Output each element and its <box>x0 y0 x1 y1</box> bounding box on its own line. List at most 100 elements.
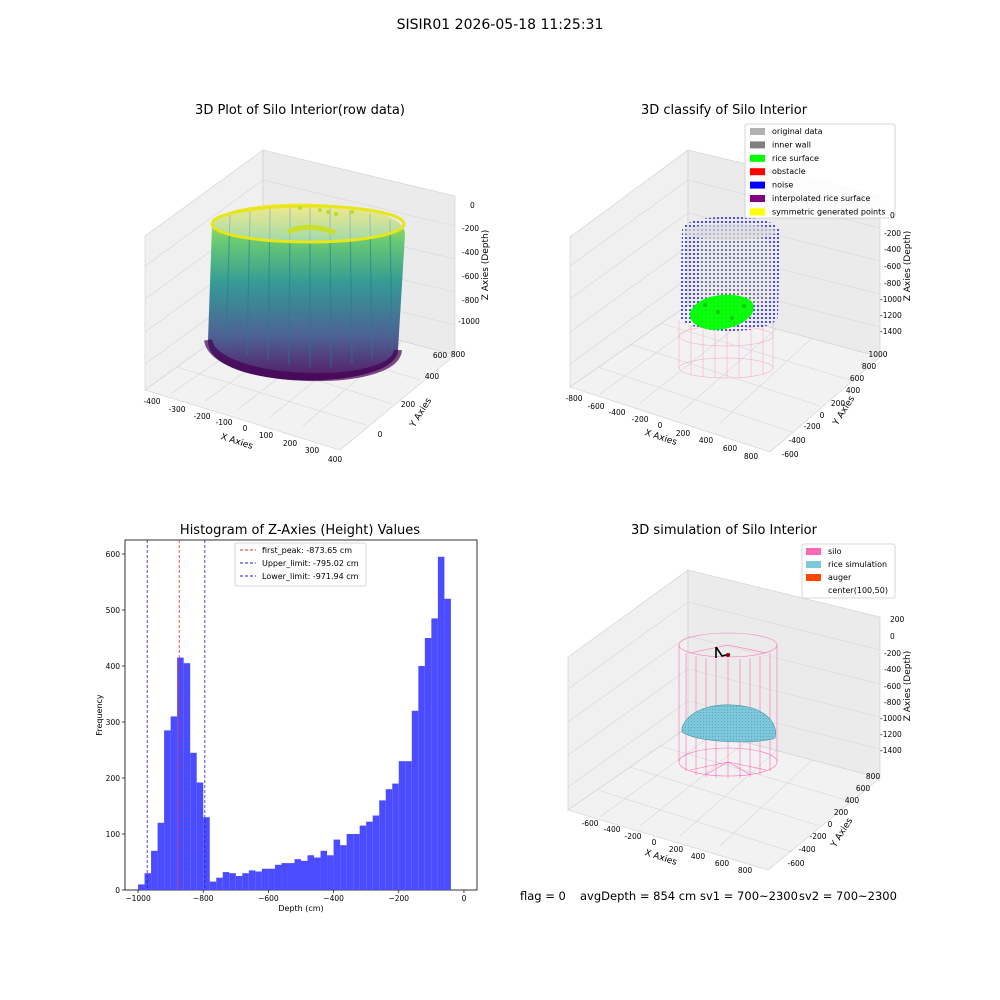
panel2-legend-label: original data <box>772 127 823 136</box>
panel2-inner-wall-points <box>700 232 772 306</box>
panel4-y-tick: 800 <box>866 772 881 781</box>
panel4-x-tick: -600 <box>581 819 598 828</box>
panel4-legend-label: rice simulation <box>828 560 887 569</box>
panel4-z-tick: 200 <box>890 615 905 624</box>
histogram-bar <box>144 873 152 890</box>
panel1-z-tick: -400 <box>462 248 479 257</box>
panel2-y-tick: -200 <box>803 422 820 431</box>
histogram-ylabel: Frequency <box>95 694 104 736</box>
histogram-bar <box>327 855 334 890</box>
histogram-bar <box>424 638 432 890</box>
panel2-3d-axes: original data inner wall rice surface obsta… <box>565 123 913 461</box>
histogram-bar <box>261 868 269 890</box>
histogram-title: Histogram of Z-Axies (Height) Values <box>179 523 421 538</box>
panel2-x-tick: 600 <box>723 444 738 453</box>
histogram-bar <box>353 834 360 890</box>
panel1-top-rim <box>210 204 406 244</box>
panel1-x-tick: 100 <box>259 431 274 440</box>
panel1-z-tick: 0 <box>470 201 475 210</box>
panel2-legend-label: interpolated rice surface <box>772 194 870 203</box>
panel2-z-tick: -600 <box>884 262 901 271</box>
panel4-ylabel: Y Axies <box>829 816 855 850</box>
histogram-bar <box>379 800 386 890</box>
panel1-y-tick: 400 <box>425 372 440 381</box>
panel2-pane-floor <box>569 304 881 453</box>
histogram-bar <box>164 730 171 890</box>
panel1-z-tick: -600 <box>462 272 479 281</box>
panel4-3d-axes: silo rice simulation auger center(100,50) -… <box>567 543 913 875</box>
panel4-z-tick: -200 <box>884 649 901 658</box>
panel2-y-tick: -600 <box>781 450 798 459</box>
panel1-y-tick: 800 <box>451 350 466 359</box>
panel1-y-tick: 200 <box>401 400 416 409</box>
panel4-x-tick: -400 <box>603 825 620 834</box>
histogram-ytick-label: 600 <box>106 550 121 559</box>
histogram-bar <box>392 783 399 890</box>
histogram-bar <box>340 845 347 890</box>
panel4-ticks: -600 -400 -200 0 200 400 600 800 -600 -4… <box>581 615 904 875</box>
histogram-bar <box>222 872 230 890</box>
figure-title: SISIR01 2026-05-18 11:25:31 <box>396 17 604 33</box>
panel2-legend-swatch <box>750 154 765 162</box>
panel4-y-tick: -600 <box>787 859 804 868</box>
histogram-bar <box>359 825 367 890</box>
panel4-legend-label: auger <box>828 573 852 582</box>
panel4-y-tick: -400 <box>798 845 815 854</box>
histogram-ytick-label: 400 <box>106 662 121 671</box>
panel1-x-tick: 400 <box>328 455 343 464</box>
histogram-ytick-label: 100 <box>106 830 121 839</box>
histogram-bar <box>203 817 210 890</box>
panel2-x-tick: -800 <box>565 394 582 403</box>
panel2-silo-wireframe <box>678 320 774 379</box>
histogram-bar <box>307 855 315 890</box>
panel4-x-tick: 600 <box>715 859 730 868</box>
panel2-z-tick: -1400 <box>880 327 902 336</box>
panel4-x-tick: 400 <box>691 852 706 861</box>
panel1-bottom-ring <box>204 338 402 382</box>
panel1-x-tick: 200 <box>283 439 298 448</box>
panel4-z-tick: -600 <box>884 682 901 691</box>
panel4-x-tick: -200 <box>624 832 641 841</box>
panel4-z-tick: -1200 <box>880 730 902 739</box>
panel2-legend-swatch <box>750 128 765 135</box>
histogram-vlines <box>146 540 206 890</box>
histogram-xticks: −1000 −800 −600 −400 −200 0 <box>125 890 467 903</box>
panel2-legend-swatch <box>750 181 765 189</box>
histogram-bar <box>431 618 438 890</box>
histogram-xtick-label: −600 <box>258 894 279 903</box>
panel2-z-tick: -800 <box>884 279 901 288</box>
histogram-bar <box>314 857 321 890</box>
panel1-y-tick: 0 <box>378 430 383 439</box>
panel2-z-tick: 0 <box>890 211 895 220</box>
histogram-bar <box>255 871 262 890</box>
panel2-x-tick: 400 <box>699 436 714 445</box>
panel2-legend-label: rice surface <box>772 154 819 163</box>
footer-flag: flag = 0 <box>520 889 566 903</box>
histogram-xlabel: Depth (cm) <box>278 904 323 913</box>
histogram-bar <box>444 598 451 890</box>
histogram-bar <box>157 822 165 890</box>
histogram-bar <box>138 884 145 890</box>
panel4-legend-swatch <box>806 561 821 568</box>
panel2-z-tick: -1200 <box>880 311 902 320</box>
panel1-xlabel: X Axies <box>219 432 254 452</box>
histogram-ytick-label: 200 <box>106 774 121 783</box>
histogram-bar <box>196 782 204 890</box>
histogram-legend-label: Upper_limit: -795.02 cm <box>262 559 359 568</box>
panel4-y-tick: 0 <box>828 820 833 829</box>
histogram-bars <box>138 556 451 890</box>
panel2-xlabel: X Axies <box>643 428 678 448</box>
histogram-bar <box>242 873 249 890</box>
panel1-z-tick: -200 <box>462 224 479 233</box>
panel4-title: 3D simulation of Silo Interior <box>631 523 817 538</box>
footer-sv2: sv2 = 700~2300 <box>799 889 897 903</box>
histogram-legend-label: first_peak: -873.65 cm <box>262 546 352 555</box>
histogram-xtick-label: −200 <box>388 894 409 903</box>
histogram-bar <box>268 868 275 890</box>
panel4-legend-swatch <box>806 548 821 555</box>
panel1-x-tick: -200 <box>193 412 210 421</box>
histogram-bar <box>281 863 288 890</box>
panel2-legend-label: noise <box>772 181 793 190</box>
panel4-legend-label: center(100,50) <box>828 586 888 595</box>
